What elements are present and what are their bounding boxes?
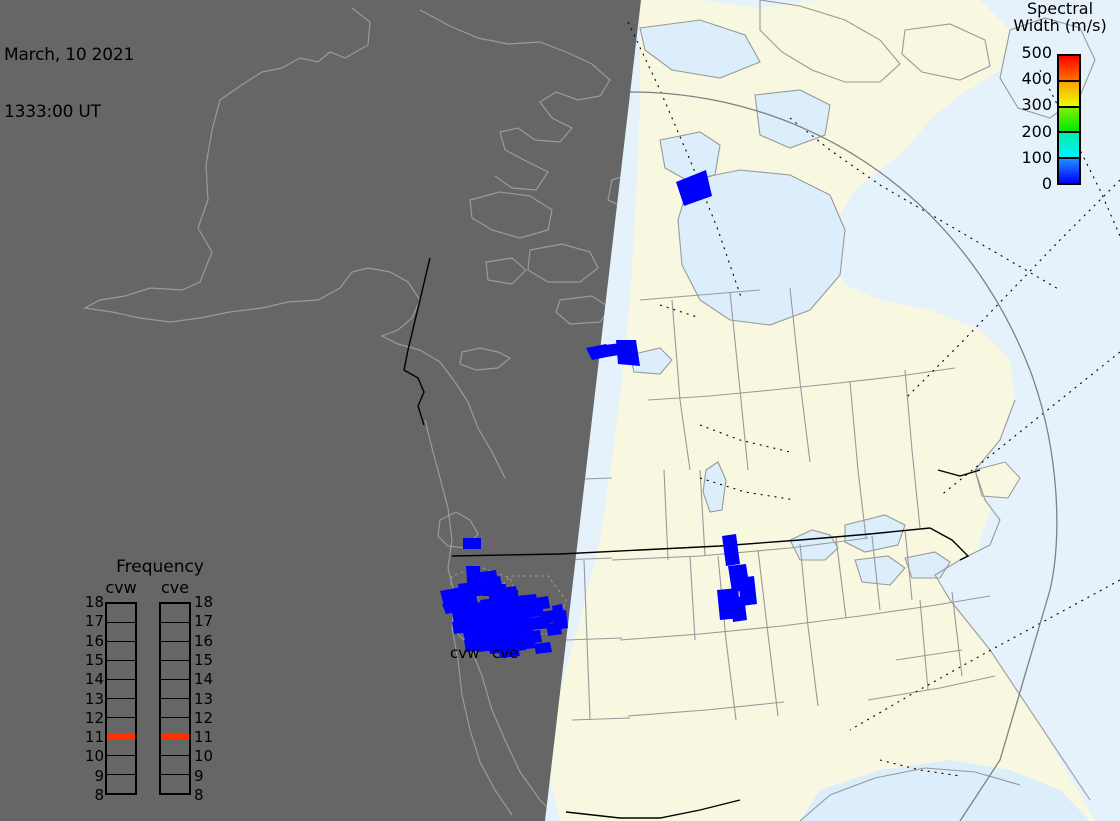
colorbar-tick-0: 0: [1041, 174, 1052, 193]
projection-boundary-edge: [959, 589, 1051, 821]
colorbar-tick-500: 500: [1021, 43, 1052, 62]
freq-tick-13: 13: [84, 689, 104, 708]
freq-column-label-cve: cve: [160, 578, 190, 597]
timestamp-date: March, 10 2021: [4, 45, 135, 65]
freq-tick-14: 14: [194, 670, 214, 689]
colorbar-segment-4: [1059, 159, 1079, 183]
colorbar-title-line1: Spectral: [1026, 0, 1094, 18]
freq-ladder-cvw: [105, 602, 137, 795]
freq-cell-cvw-8: [107, 756, 135, 775]
freq-tick-9: 9: [94, 766, 104, 785]
freq-tick-11: 11: [194, 728, 214, 747]
colorbar-segment-2: [1059, 107, 1079, 134]
freq-tick-17: 17: [194, 612, 214, 631]
colorbar-tick-100: 100: [1021, 147, 1052, 167]
timestamp-block: March, 10 2021 1333:00 UT: [4, 8, 134, 160]
colorbar-tick-300: 300: [1021, 95, 1052, 115]
freq-tick-12: 12: [84, 708, 104, 727]
freq-cell-cvw-0: [107, 604, 135, 623]
colorbar-title-line2: Width (m/s): [1013, 16, 1107, 35]
borders-day: [555, 0, 1096, 821]
freq-tick-10: 10: [194, 747, 214, 766]
freq-cell-cvw-5: [107, 699, 135, 718]
freq-cell-cve-1: [161, 623, 189, 642]
freq-cell-cvw-1: [107, 623, 135, 642]
freq-tick-16: 16: [194, 631, 214, 650]
freq-tick-14: 14: [84, 670, 104, 689]
projection-boundary-arc: [629, 91, 1058, 591]
colorbar-gradient-bar: [1057, 54, 1081, 185]
freq-cell-cvw-3: [107, 661, 135, 680]
radar-label-cvw: cvw: [450, 644, 480, 662]
freq-cell-cve-5: [161, 699, 189, 718]
freq-column-label-cvw: cvw: [105, 578, 137, 597]
freq-tick-12: 12: [194, 708, 214, 727]
freq-cell-cvw-9: [107, 775, 135, 793]
freq-cell-cve-8: [161, 756, 189, 775]
freq-tick-13: 13: [194, 689, 214, 708]
colorbar-tick-labels: 500 400 300 200 100 0: [1000, 44, 1052, 195]
freq-cell-cvw-2: [107, 642, 135, 661]
freq-tick-15: 15: [84, 650, 104, 669]
frequency-legend-title: Frequency: [116, 557, 204, 577]
freq-tick-11: 11: [84, 728, 104, 747]
colorbar-segment-1: [1059, 81, 1079, 108]
freq-cell-cve-9: [161, 775, 189, 793]
freq-tick-18: 18: [194, 593, 214, 611]
geomagnetic-grid: [627, 21, 1120, 777]
freq-ladder-cve: [159, 602, 191, 795]
freq-tick-labels-left: 18 17 16 15 14 13 12 11 10 9 8: [76, 594, 104, 804]
freq-tick-18: 18: [84, 593, 104, 611]
colorbar-tick-200: 200: [1021, 121, 1052, 141]
freq-cell-cvw-7: [107, 734, 135, 756]
colorbar-segment-3: [1059, 133, 1079, 160]
freq-cell-cve-4: [161, 680, 189, 699]
freq-cell-cve-3: [161, 661, 189, 680]
freq-tick-10: 10: [84, 747, 104, 766]
freq-tick-8: 8: [194, 786, 204, 804]
freq-cell-cvw-4: [107, 680, 135, 699]
frequency-legend: Frequency cvw cve 18 17 16 15 14 13 12 11 10 9 8 1…: [85, 557, 230, 813]
freq-tick-8: 8: [94, 786, 104, 804]
colorbar-title: Spectral Width (m/s): [1000, 0, 1120, 34]
freq-cell-cve-2: [161, 642, 189, 661]
freq-tick-labels-right: 18 17 16 15 14 13 12 11 10 9 8: [194, 594, 222, 804]
scatter-cells: [440, 170, 757, 658]
colorbar-segment-0: [1059, 56, 1079, 82]
international-borders: [403, 257, 981, 819]
freq-tick-17: 17: [84, 612, 104, 631]
freq-marker-cve: [161, 734, 189, 739]
radar-label-cve: cve: [492, 644, 519, 662]
spectral-width-colorbar: Spectral Width (m/s) 500 400 300 200 100 0: [1000, 0, 1120, 200]
freq-tick-9: 9: [194, 766, 204, 785]
freq-tick-15: 15: [194, 650, 214, 669]
freq-marker-cvw: [107, 734, 135, 739]
freq-tick-16: 16: [84, 631, 104, 650]
timestamp-time: 1333:00 UT: [4, 102, 101, 122]
freq-cell-cve-7: [161, 734, 189, 756]
colorbar-tick-400: 400: [1021, 69, 1052, 89]
freq-cell-cve-0: [161, 604, 189, 623]
